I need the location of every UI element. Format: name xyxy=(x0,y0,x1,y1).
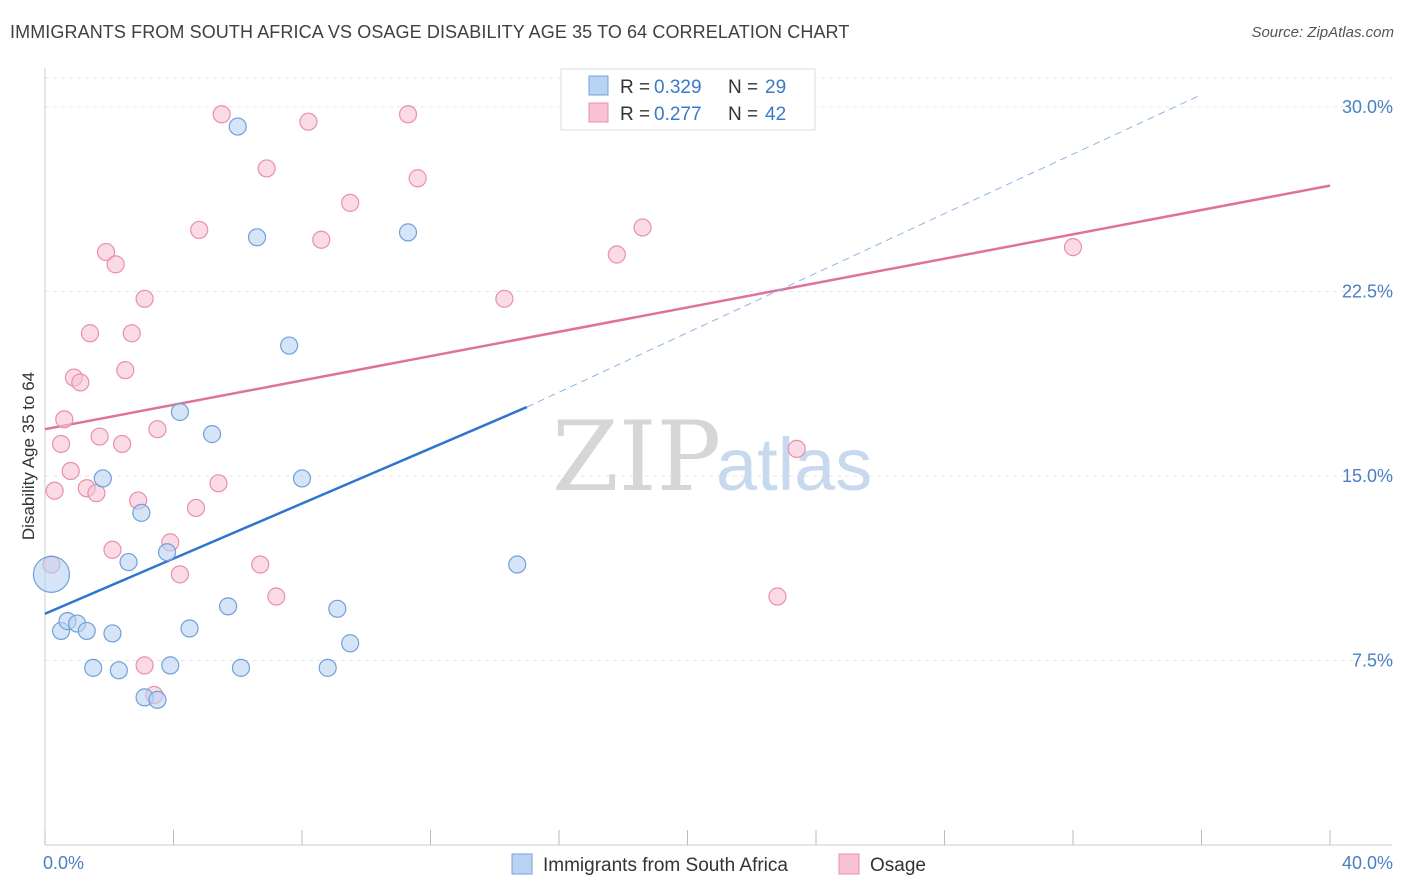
legend-n-value-blue: 29 xyxy=(765,77,786,98)
bottom-legend: Immigrants from South Africa Osage xyxy=(511,853,926,876)
point-blue-25 xyxy=(328,599,347,618)
point-pink-2 xyxy=(51,434,71,454)
point-pink-39 xyxy=(768,587,787,606)
point-pink-41 xyxy=(1063,238,1083,257)
point-blue-16 xyxy=(180,619,199,638)
chart-title: IMMIGRANTS FROM SOUTH AFRICA VS OSAGE DI… xyxy=(10,22,850,42)
y-tick-label-1: 15.0% xyxy=(1342,466,1393,486)
point-pink-34 xyxy=(398,105,418,124)
x-tick-labels: 0.0% 40.0% xyxy=(43,853,1393,873)
legend-box: R = 0.329 N = 29 R = 0.277 N = 42 xyxy=(560,68,816,131)
point-blue-4 xyxy=(77,621,96,641)
point-pink-12 xyxy=(103,540,122,559)
point-pink-4 xyxy=(61,461,80,481)
legend-r-label-blue: R = xyxy=(620,77,650,98)
point-blue-7 xyxy=(103,624,122,643)
point-pink-23 xyxy=(170,565,190,584)
point-pink-13 xyxy=(106,255,125,274)
point-blue-0 xyxy=(32,555,71,593)
y-tick-label-0: 7.5% xyxy=(1352,650,1393,670)
y-tick-labels: 7.5% 15.0% 22.5% 30.0% xyxy=(1342,97,1393,671)
point-blue-20 xyxy=(231,658,251,677)
point-blue-21 xyxy=(247,228,267,247)
bottom-legend-label-pink: Osage xyxy=(870,855,926,876)
legend-n-label-blue: N = xyxy=(728,77,758,98)
point-blue-5 xyxy=(84,658,103,677)
point-blue-14 xyxy=(161,656,180,675)
bottom-legend-swatch-blue xyxy=(511,853,533,875)
point-pink-30 xyxy=(267,587,286,606)
point-pink-32 xyxy=(312,230,331,249)
point-pink-27 xyxy=(212,105,231,124)
point-pink-24 xyxy=(186,498,206,518)
legend-r-label-pink: R = xyxy=(620,104,650,125)
y-axis-label: Disability Age 35 to 64 xyxy=(19,372,38,540)
point-pink-15 xyxy=(116,361,135,380)
point-blue-12 xyxy=(148,690,167,709)
point-blue-6 xyxy=(93,469,112,488)
point-pink-10 xyxy=(90,427,109,446)
point-pink-19 xyxy=(135,289,154,308)
point-pink-25 xyxy=(190,220,209,240)
point-blue-15 xyxy=(170,402,190,422)
point-blue-10 xyxy=(132,503,151,522)
source-credit: Source: ZipAtlas.com xyxy=(1251,24,1394,41)
point-blue-26 xyxy=(341,634,360,653)
point-pink-21 xyxy=(148,420,167,439)
x-tick-label-1: 40.0% xyxy=(1342,853,1393,873)
point-blue-18 xyxy=(219,597,238,616)
point-pink-16 xyxy=(122,324,141,343)
point-pink-26 xyxy=(209,474,228,493)
point-blue-24 xyxy=(318,658,337,677)
point-pink-40 xyxy=(787,439,806,458)
trend-lines xyxy=(44,94,1331,615)
point-blue-23 xyxy=(292,469,312,488)
trend-line-blue xyxy=(44,405,528,615)
point-pink-11 xyxy=(96,242,116,262)
watermark-zip: ZIP xyxy=(552,401,721,513)
bottom-legend-swatch-pink xyxy=(838,853,860,875)
point-pink-38 xyxy=(633,218,652,237)
trend-line-pink xyxy=(44,184,1331,431)
point-pink-35 xyxy=(408,169,427,188)
point-pink-37 xyxy=(607,245,626,264)
point-pink-29 xyxy=(257,159,276,178)
point-pink-8 xyxy=(80,324,100,343)
point-pink-28 xyxy=(251,555,270,574)
point-blue-9 xyxy=(119,552,138,572)
y-tick-label-3: 30.0% xyxy=(1342,97,1393,117)
point-pink-33 xyxy=(341,193,360,212)
trend-line-blue-extension xyxy=(526,94,1202,408)
grid-lines xyxy=(45,77,1392,661)
point-blue-8 xyxy=(109,661,128,680)
legend-swatch-blue xyxy=(588,75,609,96)
point-blue-13 xyxy=(157,543,177,562)
watermark: ZIP atlas xyxy=(552,401,872,513)
point-pink-31 xyxy=(299,112,318,131)
legend-n-label-pink: N = xyxy=(728,104,758,125)
legend-n-value-pink: 42 xyxy=(765,104,786,125)
point-blue-17 xyxy=(202,425,222,444)
legend-r-value-pink: 0.277 xyxy=(654,104,702,125)
y-tick-label-2: 22.5% xyxy=(1342,281,1393,301)
point-pink-36 xyxy=(495,289,514,308)
point-pink-1 xyxy=(45,481,64,500)
point-pink-18 xyxy=(135,656,154,675)
point-blue-19 xyxy=(228,117,247,136)
point-blue-27 xyxy=(398,223,418,242)
x-tick-label-0: 0.0% xyxy=(43,853,84,873)
point-pink-14 xyxy=(112,434,132,454)
point-pink-6 xyxy=(71,373,90,392)
watermark-atlas: atlas xyxy=(716,423,872,506)
legend-r-value-blue: 0.329 xyxy=(654,77,702,98)
bottom-legend-label-blue: Immigrants from South Africa xyxy=(543,855,788,876)
data-points xyxy=(32,105,1083,709)
point-blue-22 xyxy=(280,336,299,355)
point-pink-3 xyxy=(55,410,74,429)
legend-swatch-pink xyxy=(588,102,609,123)
axes xyxy=(44,68,1392,846)
point-blue-28 xyxy=(508,555,527,574)
